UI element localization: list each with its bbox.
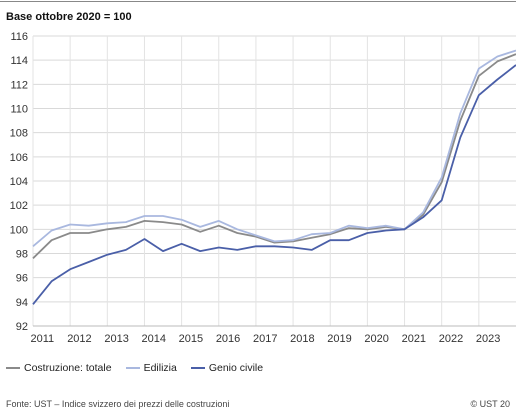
legend-swatch-totale [6,367,20,369]
legend-item-edilizia: Edilizia [125,362,177,374]
x-tick-label: 2021 [402,333,426,345]
x-tick-label: 2016 [216,333,240,345]
y-tick-label: 112 [10,79,28,91]
legend-item-totale: Costruzione: totale [6,362,112,374]
y-tick-label: 106 [10,152,28,164]
legend-swatch-edilizia [125,367,140,369]
x-tick-label: 2014 [142,333,166,345]
footer: Fonte: UST – Indice svizzero dei prezzi … [6,399,510,409]
x-tick-label: 2011 [30,333,54,345]
y-tick-label: 114 [10,55,28,67]
series-line-genio-civile [32,64,516,305]
x-tick-label: 2019 [327,333,351,345]
legend-item-genio-civile: Genio civile [190,362,264,374]
x-tick-label: 2022 [439,333,463,345]
legend-label-genio-civile: Genio civile [208,362,264,374]
x-tick-label: 2018 [290,333,314,345]
y-tick-label: 116 [10,31,28,43]
legend-label-totale: Costruzione: totale [24,362,112,374]
y-axis-ticks: 92 94 96 98 100 102 104 106 108 110 112 114 116 [10,31,28,333]
x-tick-label: 2015 [179,333,203,345]
top-rule [0,1,516,2]
series-line-edilizia [32,49,516,247]
y-tick-label: 92 [16,321,28,333]
legend-swatch-genio-civile [190,367,205,369]
y-tick-label: 108 [10,128,28,140]
x-tick-label: 2012 [67,333,91,345]
x-tick-label: 2017 [253,333,277,345]
grid-lines [32,35,516,327]
y-tick-label: 102 [10,200,28,212]
x-tick-label: 2023 [476,333,500,345]
y-tick-label: 104 [10,176,28,188]
copyright: © UST 20 [470,399,510,409]
source-note: Fonte: UST – Indice svizzero dei prezzi … [6,399,230,409]
y-tick-label: 98 [16,249,28,261]
chart-title: Base ottobre 2020 = 100 [6,11,132,23]
y-tick-label: 110 [10,104,28,116]
legend: Costruzione: totale Edilizia Genio civil… [6,362,263,374]
y-tick-label: 96 [16,273,28,285]
series-line-costruzione-totale [32,53,516,259]
x-tick-label: 2020 [364,333,388,345]
x-tick-label: 2013 [104,333,128,345]
x-axis-ticks: 2011 2012 2013 2014 2015 2016 2017 2018 2019 2020… [30,333,500,345]
legend-label-edilizia: Edilizia [143,362,177,374]
y-tick-label: 100 [10,224,28,236]
series-lines [32,49,516,305]
y-tick-label: 94 [16,297,28,309]
